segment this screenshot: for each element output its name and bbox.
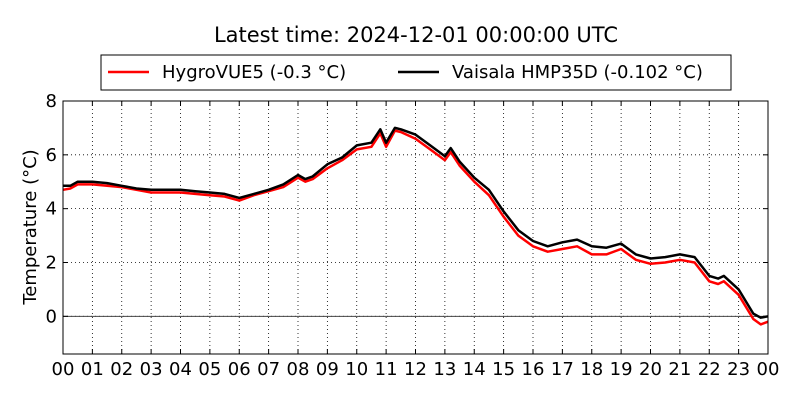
x-tick-label: 02 xyxy=(110,359,133,380)
x-tick-label: 11 xyxy=(375,359,398,380)
x-tick-label: 06 xyxy=(228,359,251,380)
y-axis-label: Temperature (°C) xyxy=(20,149,41,305)
series-line-0 xyxy=(62,129,769,326)
x-tick-label: 10 xyxy=(345,359,368,380)
x-axis: 00 01 02 03 04 05 06 07 08 09 10 11 12 13 14 15 16 17 18 19… xyxy=(52,101,780,380)
grid xyxy=(63,101,768,354)
x-tick-label: 14 xyxy=(463,359,486,380)
x-tick-label: 00 xyxy=(52,359,75,380)
x-tick-label: 08 xyxy=(287,359,310,380)
series-line-1 xyxy=(63,126,769,319)
series-layer xyxy=(62,126,769,326)
x-tick-label: 05 xyxy=(198,359,221,380)
x-tick-label: 20 xyxy=(639,359,662,380)
y-axis: 0 2 4 6 8 xyxy=(46,91,768,327)
chart-title: Latest time: 2024-12-01 00:00:00 UTC xyxy=(214,23,618,47)
x-tick-label: 23 xyxy=(727,359,750,380)
y-tick-label: 6 xyxy=(46,145,57,166)
y-tick-label: 2 xyxy=(46,252,57,273)
legend: HygroVUE5 (-0.3 °C) Vaisala HMP35D (-0.1… xyxy=(100,54,732,91)
x-tick-label: 16 xyxy=(522,359,545,380)
x-tick-label: 00 xyxy=(757,359,780,380)
x-tick-label: 15 xyxy=(492,359,515,380)
x-tick-label: 19 xyxy=(610,359,633,380)
legend-label-vaisala: Vaisala HMP35D (-0.102 °C) xyxy=(452,62,703,83)
y-tick-label: 0 xyxy=(46,306,57,327)
x-tick-label: 09 xyxy=(316,359,339,380)
x-tick-label: 07 xyxy=(257,359,280,380)
x-tick-label: 03 xyxy=(140,359,163,380)
x-tick-label: 04 xyxy=(169,359,192,380)
y-tick-label: 8 xyxy=(46,91,57,112)
legend-label-hygrovue5: HygroVUE5 (-0.3 °C) xyxy=(162,62,346,83)
y-tick-label: 4 xyxy=(46,199,57,220)
x-tick-label: 13 xyxy=(433,359,456,380)
x-tick-label: 18 xyxy=(580,359,603,380)
x-tick-label: 17 xyxy=(551,359,574,380)
x-tick-label: 21 xyxy=(668,359,691,380)
x-tick-label: 22 xyxy=(698,359,721,380)
x-tick-label: 12 xyxy=(404,359,427,380)
x-tick-label: 01 xyxy=(81,359,104,380)
